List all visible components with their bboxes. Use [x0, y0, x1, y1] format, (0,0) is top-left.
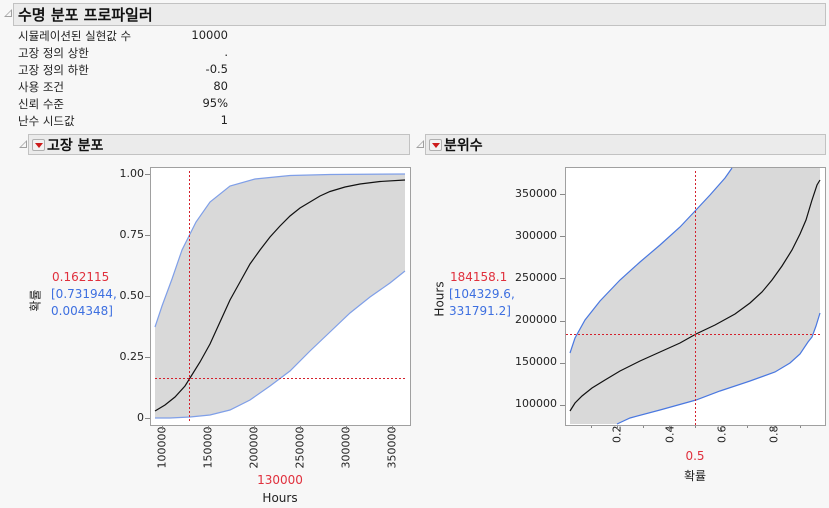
setting-row: 신뢰 수준 95%	[18, 96, 228, 113]
left-x-axis-label: Hours	[262, 491, 298, 505]
right-y-axis-label: Hours	[432, 281, 447, 317]
left-y-tick: 1.00	[119, 167, 145, 180]
setting-value: .	[224, 45, 228, 59]
report-header[interactable]: 수명 분포 프로파일러	[13, 3, 826, 26]
red-triangle-menu-icon[interactable]	[32, 138, 45, 151]
estimate-line	[154, 179, 406, 412]
right-y-tick: 100000	[515, 397, 557, 410]
upper-ci-line	[154, 173, 406, 328]
setting-label: 고장 정의 상한	[18, 46, 89, 60]
setting-value: 95%	[202, 96, 228, 110]
left-y-tick: 0.25	[119, 350, 145, 363]
setting-label: 고장 정의 하한	[18, 63, 89, 77]
left-x-tick: 150000	[201, 426, 215, 469]
setting-value: 80	[213, 79, 228, 93]
right-y-tick: 300000	[515, 229, 557, 242]
setting-row: 고장 정의 상한 .	[18, 45, 228, 62]
setting-label: 사용 조건	[18, 80, 64, 94]
setting-value: -0.5	[205, 62, 228, 76]
left-y-tick: 0.75	[119, 228, 145, 241]
right-y-tick: 150000	[515, 355, 557, 368]
collapse-report-icon[interactable]	[4, 9, 12, 17]
quantile-header[interactable]: 분위수	[425, 134, 826, 155]
lower-ci-line	[616, 312, 821, 425]
left-y-axis-label: 확률	[28, 289, 43, 312]
left-ci-lower: 0.004348]	[51, 304, 113, 318]
left-x-tick: 200000	[247, 426, 261, 469]
setting-value: 10000	[191, 28, 228, 42]
setting-label: 난수 시드값	[18, 114, 75, 128]
failure-dist-title: 고장 분포	[47, 137, 104, 154]
setting-label: 신뢰 수준	[18, 97, 64, 111]
setting-label: 시뮬레이션된 실현값 수	[18, 29, 132, 43]
left-x-tick: 250000	[293, 426, 307, 469]
left-x-tick: 100000	[155, 426, 169, 469]
right-ci-lower: [104329.6,	[449, 287, 515, 301]
upper-ci-line	[569, 167, 733, 354]
failure-distribution-plot[interactable]	[140, 160, 415, 432]
left-current-y-value[interactable]: 0.162115	[52, 270, 110, 284]
left-x-tick: 350000	[385, 426, 399, 469]
setting-row: 고장 정의 하한 -0.5	[18, 62, 228, 79]
setting-row: 사용 조건 80	[18, 79, 228, 96]
red-triangle-menu-icon[interactable]	[429, 138, 442, 151]
estimate-line	[569, 179, 821, 412]
left-ci-upper: [0.731944,	[51, 287, 117, 301]
right-current-x-value[interactable]: 0.5	[685, 449, 705, 463]
setting-value: 1	[220, 113, 228, 127]
ci-band	[155, 174, 405, 418]
right-y-tick: 250000	[515, 271, 557, 284]
setting-row: 난수 시드값 1	[18, 113, 228, 130]
right-y-tick: 200000	[515, 313, 557, 326]
setting-row: 시뮬레이션된 실현값 수 10000	[18, 28, 228, 45]
right-ci-upper: 331791.2]	[449, 304, 511, 318]
left-x-tick: 300000	[339, 426, 353, 469]
left-y-tick: 0.50	[119, 289, 145, 302]
left-y-tick: 0	[137, 411, 144, 424]
failure-dist-header[interactable]: 고장 분포	[28, 134, 410, 155]
right-y-tick: 350000	[515, 187, 557, 200]
collapse-quantile-icon[interactable]	[416, 140, 424, 148]
left-current-x-value[interactable]: 130000	[257, 473, 303, 487]
quantile-title: 분위수	[444, 137, 483, 154]
report-title: 수명 분포 프로파일러	[18, 6, 153, 24]
collapse-failure-dist-icon[interactable]	[19, 140, 27, 148]
right-current-y-value[interactable]: 184158.1	[450, 270, 508, 284]
quantile-plot[interactable]	[555, 160, 829, 432]
right-x-axis-label: 확률	[683, 469, 707, 483]
